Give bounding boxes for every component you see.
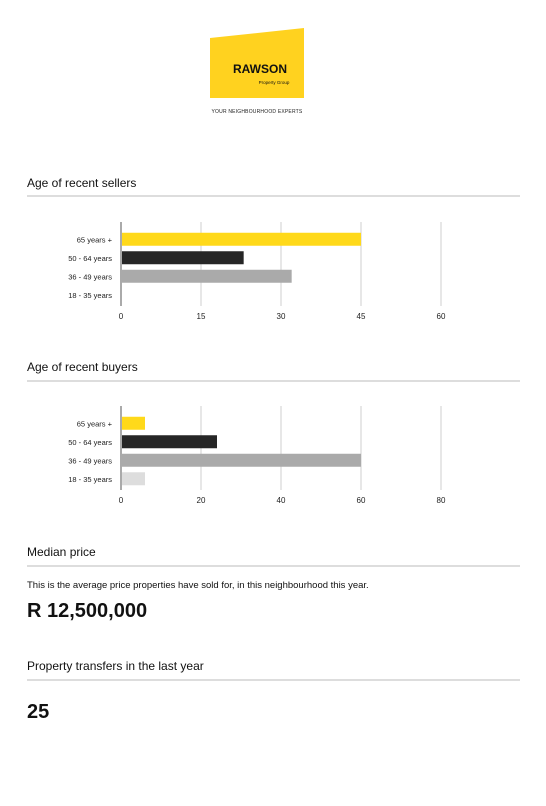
logo-tagline: YOUR NEIGHBOURHOOD EXPERTS bbox=[211, 109, 303, 115]
logo-subtitle: Property Group bbox=[259, 80, 290, 85]
transfers-value: 25 bbox=[27, 701, 50, 723]
category-label: 36 - 49 years bbox=[68, 456, 112, 465]
buyers-divider bbox=[27, 380, 520, 382]
rawson-logo: RAWSON Property Group bbox=[210, 28, 304, 98]
bar bbox=[122, 472, 145, 486]
logo-brand: RAWSON bbox=[233, 62, 287, 76]
sellers-title: Age of recent sellers bbox=[27, 176, 137, 190]
bar bbox=[122, 435, 217, 449]
x-tick-label: 40 bbox=[277, 496, 286, 505]
bar bbox=[122, 251, 244, 265]
x-tick-label: 20 bbox=[197, 496, 206, 505]
transfers-divider bbox=[27, 679, 520, 681]
x-tick-label: 60 bbox=[357, 496, 366, 505]
sellers-chart: 0 15 30 45 60 65 years + 50 - 64 years 36 - 49 … bbox=[68, 222, 446, 321]
bar bbox=[122, 269, 292, 283]
buyers-title: Age of recent buyers bbox=[27, 360, 138, 374]
median-divider bbox=[27, 565, 520, 567]
x-tick-label: 0 bbox=[119, 496, 124, 505]
x-tick-label: 80 bbox=[437, 496, 446, 505]
x-tick-label: 15 bbox=[197, 312, 206, 321]
category-label: 65 years + bbox=[77, 419, 113, 428]
median-value: R 12,500,000 bbox=[27, 600, 148, 622]
bar bbox=[122, 453, 361, 467]
x-tick-label: 30 bbox=[277, 312, 286, 321]
category-label: 65 years + bbox=[77, 235, 113, 244]
category-label: 50 - 64 years bbox=[68, 438, 112, 447]
x-tick-label: 0 bbox=[119, 312, 124, 321]
buyers-chart: 0 20 40 60 80 65 years + 50 - 64 years 36 - 49 … bbox=[68, 406, 446, 505]
bar bbox=[122, 416, 145, 430]
logo-background bbox=[210, 28, 304, 98]
x-tick-label: 60 bbox=[437, 312, 446, 321]
median-description: This is the average price properties hav… bbox=[27, 580, 369, 591]
median-title: Median price bbox=[27, 545, 96, 559]
category-label: 18 - 35 years bbox=[68, 291, 112, 300]
transfers-title: Property transfers in the last year bbox=[27, 659, 204, 673]
sellers-divider bbox=[27, 195, 520, 197]
category-label: 50 - 64 years bbox=[68, 254, 112, 263]
bar bbox=[122, 232, 361, 246]
category-label: 36 - 49 years bbox=[68, 272, 112, 281]
category-label: 18 - 35 years bbox=[68, 475, 112, 484]
x-tick-label: 45 bbox=[357, 312, 366, 321]
